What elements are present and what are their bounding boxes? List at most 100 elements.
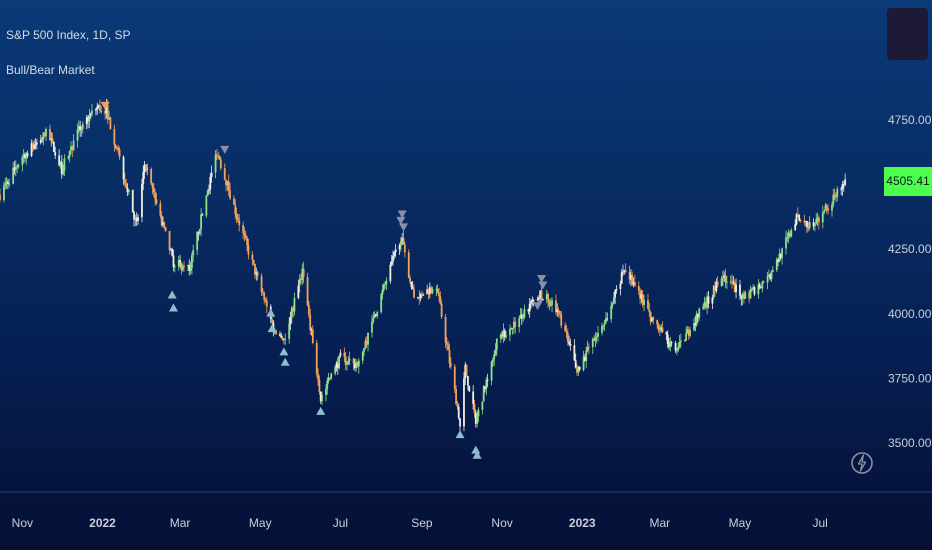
candle-body (523, 309, 526, 318)
candle-body (547, 294, 549, 302)
candle-body (473, 403, 476, 414)
candle-body (108, 117, 110, 120)
candle-body (495, 338, 498, 350)
x-tick-label: Mar (649, 516, 670, 530)
candle-body (844, 179, 847, 185)
candle-body (639, 290, 641, 299)
candle-body (771, 269, 774, 272)
x-tick-label: Nov (491, 516, 512, 530)
candle-body (179, 260, 181, 263)
candle-body (293, 297, 296, 312)
candle-body (798, 214, 801, 220)
candle-body (493, 354, 496, 360)
candle-body (363, 348, 365, 352)
candle-body (566, 332, 569, 342)
candle-body (761, 281, 764, 289)
candle-body (661, 327, 664, 333)
candle-body (548, 301, 551, 306)
candle-body (491, 359, 494, 362)
candle-body (292, 307, 295, 312)
candle-body (306, 276, 309, 305)
candle-body (419, 293, 422, 299)
candle-body (317, 374, 319, 380)
candle-body (290, 307, 293, 317)
candle-body (426, 289, 429, 295)
candle-body (817, 217, 820, 223)
candle-body (137, 217, 139, 222)
candle-body (85, 117, 88, 124)
candle-body (80, 128, 83, 131)
candle-body (832, 194, 835, 205)
candle-body (633, 281, 636, 287)
candle-body (13, 167, 16, 170)
candle-body (674, 342, 677, 351)
candle-body (96, 106, 99, 110)
candle-body (234, 204, 237, 214)
candle-body (472, 391, 475, 404)
candle-body (301, 268, 304, 281)
candle-body (327, 377, 330, 381)
candle-body (206, 190, 209, 196)
bull-signal-marker (267, 324, 277, 333)
candle-body (715, 281, 718, 291)
candle-body (68, 150, 71, 157)
candle-body (411, 287, 414, 289)
indicator-label[interactable]: Bull/Bear Market (6, 63, 95, 77)
candle-body (227, 181, 230, 191)
candle-body (141, 183, 143, 218)
candle-body (615, 288, 618, 291)
candle-body (309, 314, 312, 331)
candle-body (160, 215, 163, 226)
candle-body (151, 183, 154, 188)
chart-title: S&P 500 Index, 1D, SP (6, 28, 131, 42)
candle-body (200, 214, 202, 230)
candle-body (104, 110, 107, 114)
candle-body (465, 364, 468, 377)
candle-body (109, 117, 112, 130)
candle-body (606, 318, 609, 320)
candle-body (666, 334, 669, 345)
candle-body (417, 297, 419, 299)
candle-body (352, 358, 355, 364)
candle-body (827, 208, 829, 211)
candle-body (522, 317, 525, 319)
candle-body (775, 259, 778, 270)
candle-body (297, 285, 300, 298)
candle-body (741, 293, 744, 299)
candle-body (131, 189, 134, 213)
candle-body (841, 184, 844, 189)
candle-body (744, 292, 747, 299)
candle-body (597, 332, 599, 337)
candle-body (300, 278, 302, 281)
candle-body (669, 341, 672, 348)
candle-body (457, 406, 460, 419)
candle-body (494, 349, 497, 355)
candle-body (123, 179, 126, 184)
candle-body (816, 217, 819, 220)
bull-signal-marker (167, 290, 177, 299)
candle-body (743, 293, 745, 299)
x-tick-label: May (729, 516, 752, 530)
candle-body (403, 244, 406, 253)
flash-icon[interactable] (851, 447, 873, 479)
candle-body (173, 266, 176, 268)
bull-signal-marker (266, 308, 276, 317)
widget-placeholder[interactable] (887, 8, 928, 60)
candle-body (697, 313, 699, 318)
candle-body (98, 104, 101, 111)
candle-body (390, 261, 393, 265)
bull-signal-marker (279, 347, 289, 356)
candle-body (795, 214, 798, 225)
candle-body (831, 204, 833, 211)
candle-body (476, 416, 479, 424)
candle-body (595, 336, 598, 338)
candle-body (652, 317, 655, 320)
candle-body (319, 391, 322, 402)
candle-body (821, 212, 824, 223)
candle-body (43, 132, 46, 137)
candle-body (385, 281, 388, 284)
candle-body (576, 367, 578, 373)
candle-body (72, 140, 75, 151)
